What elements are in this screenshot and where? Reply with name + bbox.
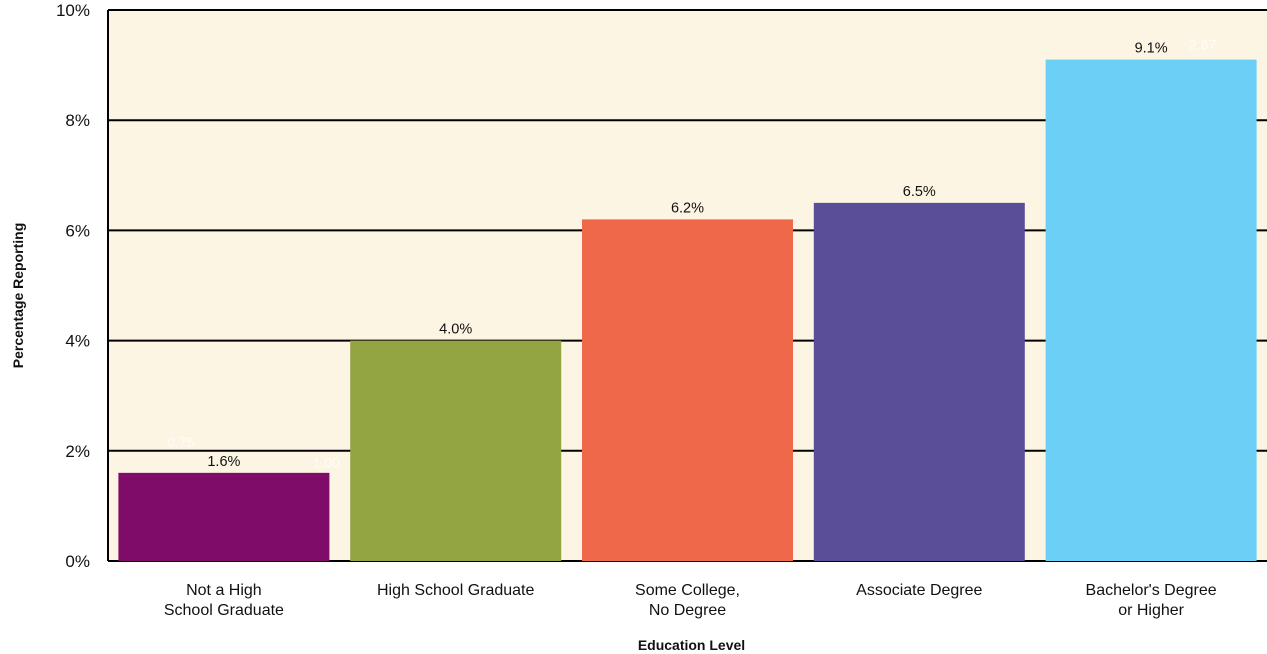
bars: 1.6% 0.75 4.0% 1.00 6.2% 6.5% 9.1% 2.67 xyxy=(118,37,1257,562)
y-tick-label: 2% xyxy=(65,442,90,461)
y-axis-ticks: 0% 2% 4% 6% 8% 10% xyxy=(56,1,90,571)
x-tick-label: School Graduate xyxy=(164,602,284,619)
data-label: 6.2% xyxy=(671,200,704,216)
bar xyxy=(582,219,793,561)
x-tick-label: Bachelor's Degree xyxy=(1086,582,1217,599)
y-tick-label: 0% xyxy=(65,552,90,571)
secondary-label: 0.75 xyxy=(167,434,194,450)
y-tick-label: 4% xyxy=(65,332,90,351)
data-label: 6.5% xyxy=(903,184,936,200)
x-tick-label: High School Graduate xyxy=(377,582,535,599)
bar xyxy=(118,472,330,561)
secondary-label: 2.67 xyxy=(1189,37,1216,53)
x-tick-label: Some College, xyxy=(635,582,740,599)
data-label: 1.6% xyxy=(207,454,240,470)
y-axis-title: Percentage Reporting xyxy=(10,223,26,368)
bar xyxy=(813,202,1025,561)
x-tick-label: or Higher xyxy=(1118,602,1184,619)
y-tick-label: 10% xyxy=(56,1,90,20)
x-axis-labels: Not a High School Graduate High School Gra… xyxy=(164,582,1217,619)
secondary-label: 1.00 xyxy=(313,454,340,470)
data-label: 4.0% xyxy=(439,322,472,338)
data-label: 9.1% xyxy=(1135,41,1168,57)
x-tick-label: Not a High xyxy=(186,582,262,599)
x-tick-label: Associate Degree xyxy=(856,582,982,599)
bar xyxy=(350,340,562,561)
x-tick-label: No Degree xyxy=(649,602,726,619)
bar xyxy=(1045,59,1257,562)
x-axis-title: Education Level xyxy=(638,637,745,653)
y-tick-label: 6% xyxy=(65,221,90,240)
y-tick-label: 8% xyxy=(65,111,90,130)
